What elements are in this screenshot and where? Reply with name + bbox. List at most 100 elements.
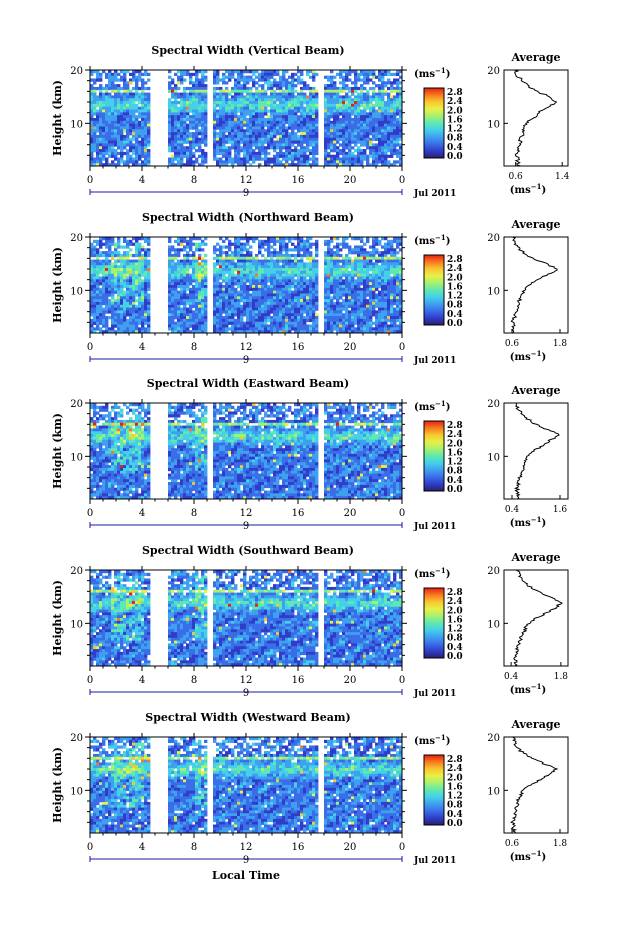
heatmap-cell (387, 87, 390, 90)
heatmap-cell (330, 126, 333, 129)
heatmap-cell (258, 243, 261, 246)
heatmap-cell (372, 118, 375, 121)
heatmap-cell (279, 282, 282, 285)
heatmap-cell (264, 277, 267, 280)
heatmap-cell (99, 310, 102, 313)
heatmap-cell (294, 308, 297, 311)
heatmap-cell (204, 302, 207, 305)
heatmap-cell (246, 279, 249, 282)
heatmap-cell (387, 78, 390, 81)
heatmap-cell (276, 240, 279, 243)
heatmap-cell (132, 285, 135, 288)
heatmap-cell (192, 262, 195, 265)
heatmap-cell (213, 268, 216, 271)
heatmap-cell (357, 129, 360, 132)
heatmap-cell (297, 118, 300, 121)
heatmap-cell (264, 240, 267, 243)
heatmap-cell (114, 288, 117, 291)
heatmap-cell (282, 327, 285, 330)
heatmap-cell (333, 76, 336, 79)
heatmap-cell (90, 141, 93, 144)
heatmap-cell (105, 84, 108, 87)
heatmap-cell (372, 98, 375, 101)
heatmap-cell (216, 325, 219, 328)
heatmap-cell (351, 110, 354, 113)
heatmap-cell (240, 104, 243, 107)
heatmap-cell (120, 95, 123, 98)
heatmap-cell (222, 277, 225, 280)
heatmap-cell (168, 308, 171, 311)
heatmap-cell (114, 325, 117, 328)
heatmap-cell (303, 129, 306, 132)
heatmap-cell (228, 146, 231, 149)
heatmap-cell (180, 279, 183, 282)
heatmap-cell (252, 152, 255, 155)
heatmap-cell (315, 118, 318, 121)
heatmap-cell (90, 308, 93, 311)
heatmap-cell (264, 322, 267, 325)
heatmap-cell (249, 126, 252, 129)
heatmap-cell (330, 160, 333, 163)
heatmap-cell (90, 126, 93, 129)
heatmap-cell (390, 129, 393, 132)
heatmap-cell (90, 299, 93, 302)
heatmap-cell (228, 274, 231, 277)
heatmap-cell (117, 260, 120, 263)
heatmap-cell (96, 124, 99, 127)
heatmap-cell (111, 135, 114, 138)
heatmap-cell (144, 296, 147, 299)
heatmap-cell (234, 327, 237, 330)
heatmap-cell (135, 274, 138, 277)
heatmap-cell (189, 265, 192, 268)
heatmap-cell (258, 274, 261, 277)
heatmap-cell (378, 90, 381, 93)
heatmap-cell (120, 138, 123, 141)
heatmap-cell (360, 104, 363, 107)
heatmap-cell (123, 87, 126, 90)
heatmap-cell (231, 322, 234, 325)
heatmap-cell (243, 160, 246, 163)
heatmap-cell (261, 112, 264, 115)
heatmap-cell (102, 308, 105, 311)
heatmap-cell (96, 257, 99, 260)
heatmap-cell (183, 327, 186, 330)
heatmap-cell (216, 322, 219, 325)
heatmap-cell (237, 240, 240, 243)
heatmap-cell (294, 73, 297, 76)
heatmap-cell (249, 279, 252, 282)
heatmap-cell (198, 274, 201, 277)
heatmap-cell (99, 149, 102, 152)
heatmap-cell (345, 107, 348, 110)
heatmap-cell (177, 76, 180, 79)
heatmap-cell (114, 78, 117, 81)
heatmap-cell (339, 95, 342, 98)
heatmap-cell (261, 132, 264, 135)
heatmap-cell (366, 126, 369, 129)
heatmap-cell (336, 104, 339, 107)
heatmap-cell (363, 81, 366, 84)
heatmap-cell (234, 325, 237, 328)
heatmap-cell (141, 98, 144, 101)
heatmap-cell (180, 313, 183, 316)
heatmap-cell (288, 262, 291, 265)
heatmap-cell (279, 322, 282, 325)
heatmap-cell (195, 143, 198, 146)
heatmap-cell (297, 129, 300, 132)
heatmap-cell (189, 104, 192, 107)
heatmap-cell (273, 158, 276, 161)
heatmap-cell (135, 313, 138, 316)
y-tick-label: 20 (70, 66, 83, 77)
heatmap-cell (237, 251, 240, 254)
heatmap-cell (219, 121, 222, 124)
heatmap-cell (198, 87, 201, 90)
heatmap-cell (192, 143, 195, 146)
heatmap-cell (192, 93, 195, 96)
heatmap-cell (270, 87, 273, 90)
heatmap-cell (90, 93, 93, 96)
heatmap-cell (261, 299, 264, 302)
heatmap-cell (105, 129, 108, 132)
heatmap-cell (300, 285, 303, 288)
heatmap-cell (237, 132, 240, 135)
heatmap-cell (264, 288, 267, 291)
heatmap-cell (306, 285, 309, 288)
